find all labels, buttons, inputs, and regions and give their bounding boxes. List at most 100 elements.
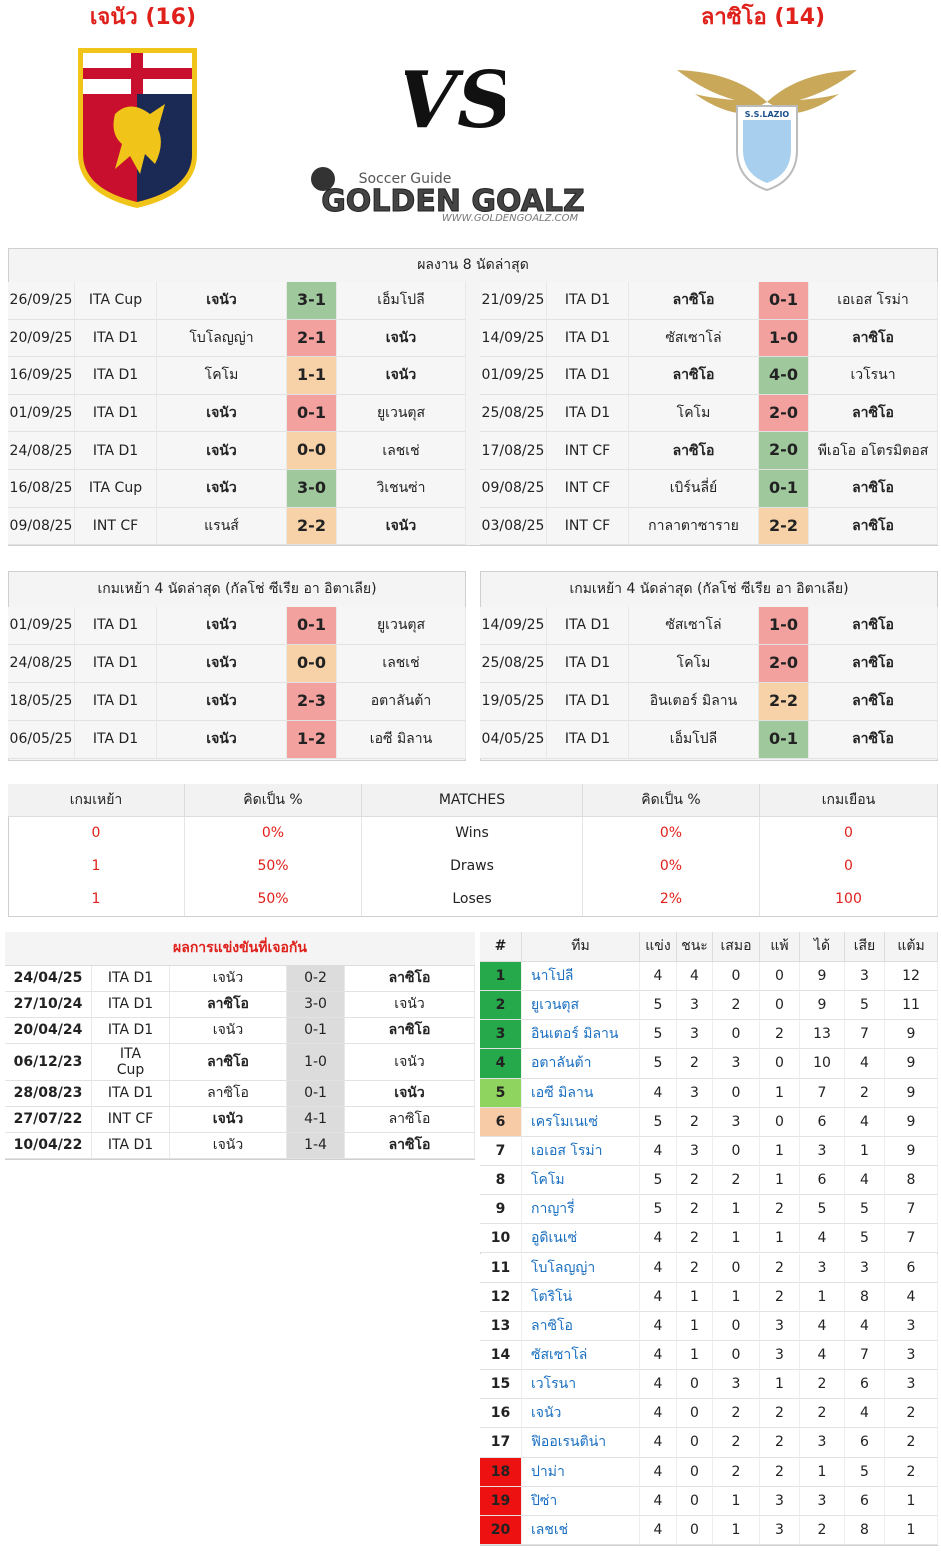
rank: 15 xyxy=(480,1370,522,1400)
team: อูดิเนเซ่ xyxy=(522,1224,640,1254)
stat: 4 xyxy=(845,1311,885,1341)
stat: 7 xyxy=(845,1340,885,1371)
cell-comp: ITA D1 xyxy=(92,992,170,1018)
team: ฟิออเรนติน่า xyxy=(522,1428,640,1458)
summary-cell: 50% xyxy=(185,850,362,883)
stat: 1 xyxy=(760,1166,800,1196)
cell-date: 27/10/24 xyxy=(5,992,92,1018)
cell-home: เจนัว xyxy=(157,683,287,721)
cell-home: ลาซิโอ xyxy=(170,1044,287,1081)
cell-date: 25/08/25 xyxy=(480,645,547,683)
stat: 2 xyxy=(885,1428,938,1458)
cell-date: 14/09/25 xyxy=(480,319,547,358)
stat: 2 xyxy=(760,1282,800,1312)
standings-header: แพ้ xyxy=(760,932,800,962)
cell-score: 1-2 xyxy=(287,721,337,759)
stat: 9 xyxy=(885,1020,938,1050)
cell-date: 17/08/25 xyxy=(480,432,547,470)
stat: 3 xyxy=(845,962,885,992)
stat: 11 xyxy=(885,991,938,1021)
stat: 4 xyxy=(800,1311,845,1341)
stat: 2 xyxy=(885,1399,938,1429)
away-last4-title: เกมเหย้า 4 นัดล่าสุด (กัลโช่ ซีเรีย อา อ… xyxy=(569,580,849,597)
stat: 3 xyxy=(885,1370,938,1400)
cell-home: เจนัว xyxy=(157,282,287,320)
stat: 5 xyxy=(845,991,885,1021)
lazio-badge-text: S.S.LAZIO xyxy=(745,110,790,119)
stat: 5 xyxy=(640,1020,677,1050)
cell-home: ลาซิโอ xyxy=(629,432,759,470)
stat: 7 xyxy=(800,1078,845,1108)
rank: 5 xyxy=(480,1078,522,1108)
stat: 1 xyxy=(800,1282,845,1312)
stat: 4 xyxy=(677,962,713,992)
stat: 5 xyxy=(640,1049,677,1079)
cell-comp: ITA D1 xyxy=(75,357,157,395)
cell-score: 4-1 xyxy=(287,1107,345,1133)
cell-away: ลาซิโอ xyxy=(809,607,938,645)
stat: 4 xyxy=(845,1049,885,1079)
cell-home: เจนัว xyxy=(157,607,287,645)
stat: 3 xyxy=(800,1253,845,1283)
cell-date: 16/08/25 xyxy=(8,470,75,508)
rank: 7 xyxy=(480,1136,522,1167)
stat: 2 xyxy=(760,1195,800,1225)
team: เวโรนา xyxy=(522,1370,640,1400)
cell-comp: ITA Cup xyxy=(92,1044,170,1081)
cell-home: อินเตอร์ มิลาน xyxy=(629,683,759,721)
stat: 4 xyxy=(640,1340,677,1371)
cell-home: โคโม xyxy=(629,645,759,683)
stat: 4 xyxy=(640,1311,677,1341)
cell-away: ลาซิโอ xyxy=(345,1018,475,1044)
stat: 9 xyxy=(800,991,845,1021)
stat: 0 xyxy=(713,962,760,992)
cell-date: 03/08/25 xyxy=(480,507,547,546)
stat: 0 xyxy=(713,1020,760,1050)
cell-score: 2-2 xyxy=(759,507,809,546)
stat: 2 xyxy=(713,991,760,1021)
stat: 3 xyxy=(845,1253,885,1283)
cell-away: ลาซิโอ xyxy=(809,507,938,546)
cell-score: 0-1 xyxy=(287,607,337,645)
genoa-logo xyxy=(78,48,197,208)
stat: 2 xyxy=(677,1224,713,1254)
stat: 1 xyxy=(713,1486,760,1516)
cell-score: 2-1 xyxy=(287,319,337,358)
stat: 4 xyxy=(800,1340,845,1371)
home-title: เจนัว (16) xyxy=(89,5,197,31)
stat: 0 xyxy=(677,1457,713,1487)
rank: 8 xyxy=(480,1166,522,1196)
stat: 4 xyxy=(640,962,677,992)
logo-url: WWW.GOLDENGOALZ.COM xyxy=(442,213,579,224)
stat: 9 xyxy=(800,962,845,992)
stat: 6 xyxy=(885,1253,938,1283)
vs-text: VS xyxy=(405,55,505,140)
cell-away: เลชเช่ xyxy=(337,645,466,683)
stat: 9 xyxy=(885,1136,938,1167)
rank: 13 xyxy=(480,1311,522,1341)
cell-date: 01/09/25 xyxy=(8,607,75,645)
rank: 6 xyxy=(480,1107,522,1137)
stat: 3 xyxy=(760,1515,800,1545)
cell-date: 24/08/25 xyxy=(8,432,75,470)
stat: 5 xyxy=(640,1107,677,1137)
stat: 6 xyxy=(845,1370,885,1400)
cell-home: เจนัว xyxy=(157,470,287,508)
team: โบโลญญ่า xyxy=(522,1253,640,1283)
cell-away: ลาซิโอ xyxy=(809,470,938,508)
standings-header: เสีย xyxy=(845,932,885,962)
stat: 7 xyxy=(885,1224,938,1254)
rank: 18 xyxy=(480,1457,522,1487)
cell-score: 2-0 xyxy=(759,432,809,470)
cell-score: 1-1 xyxy=(287,357,337,395)
stat: 3 xyxy=(677,1020,713,1050)
team: เลชเช่ xyxy=(522,1515,640,1545)
stat: 3 xyxy=(713,1370,760,1400)
stat: 3 xyxy=(800,1136,845,1167)
stat: 5 xyxy=(640,1166,677,1196)
cell-comp: ITA D1 xyxy=(75,394,157,433)
stat: 3 xyxy=(677,1136,713,1167)
summary-cell: 0% xyxy=(583,850,760,883)
cell-home: เจนัว xyxy=(157,721,287,759)
rank: 16 xyxy=(480,1399,522,1429)
